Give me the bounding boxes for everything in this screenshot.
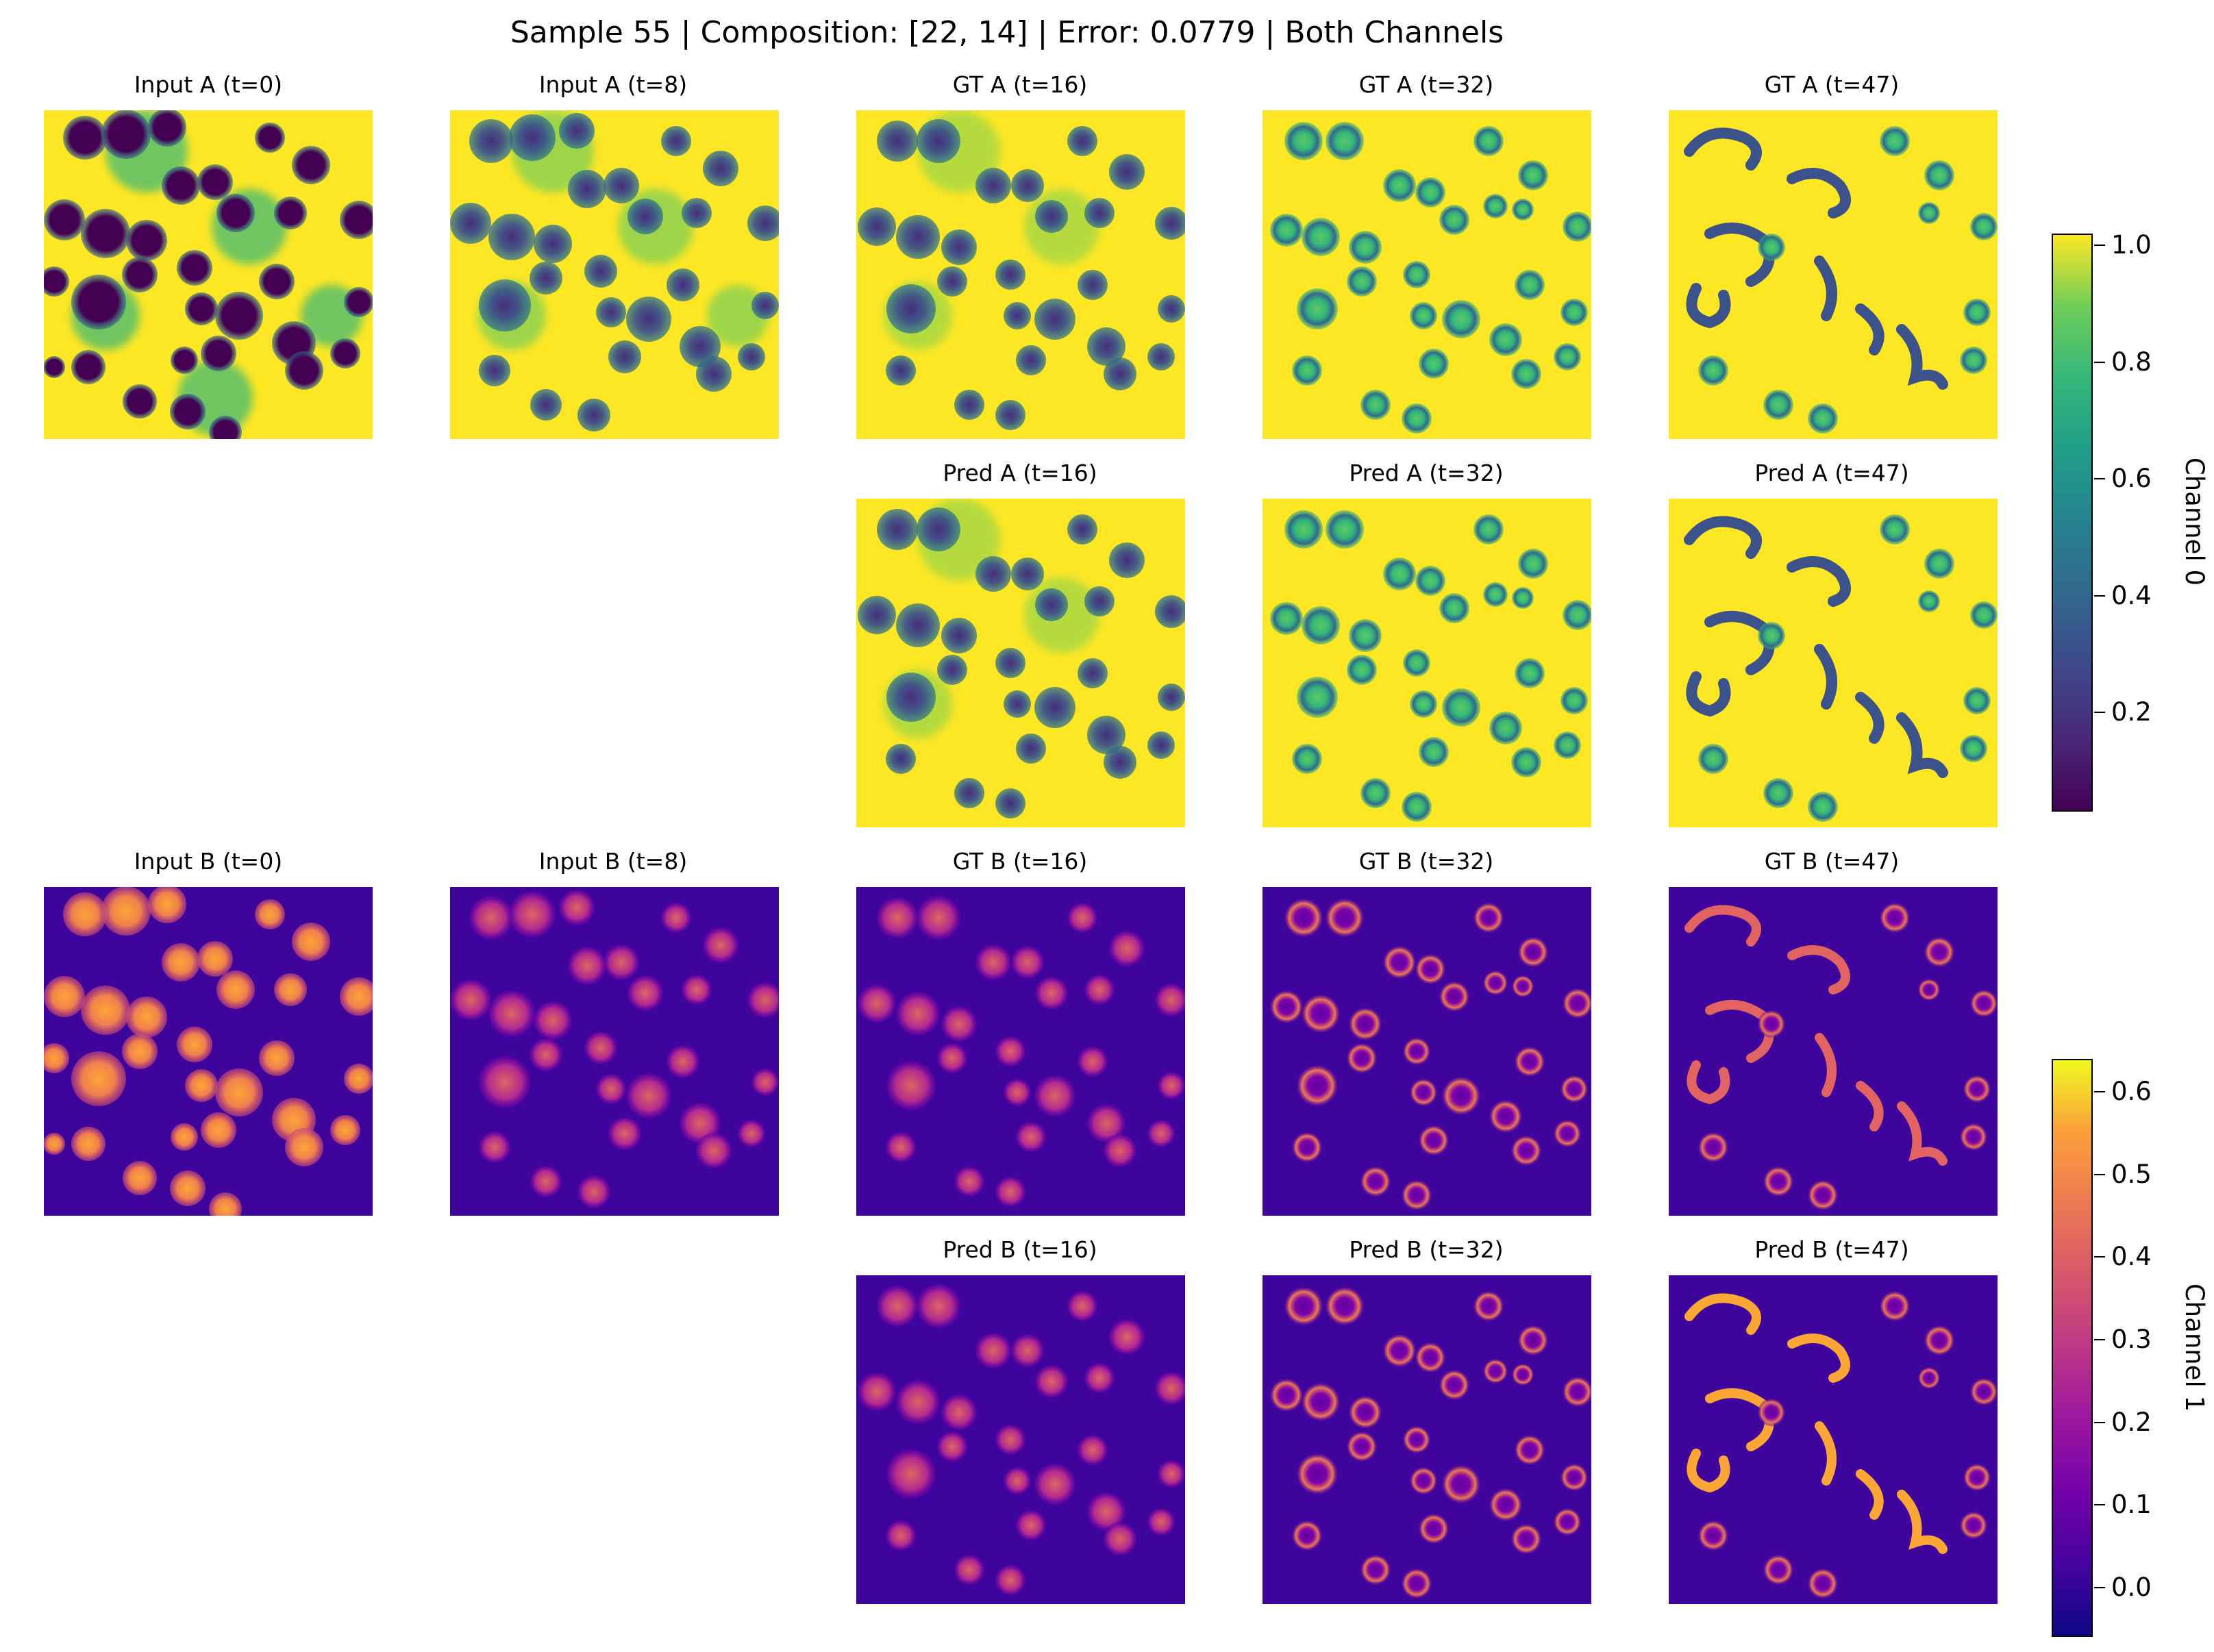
field-gt-a-t32	[1263, 110, 1591, 439]
panel-title-pred-b-t16: Pred B (t=16)	[943, 1236, 1097, 1263]
colorbar-channel-1-tick-label: 0.5	[2111, 1159, 2152, 1189]
panel-title-pred-b-t47: Pred B (t=47)	[1754, 1236, 1909, 1263]
colorbar-channel-0-tick-label: 0.2	[2111, 697, 2152, 727]
field-pred-b-t32	[1263, 1275, 1591, 1604]
colorbar-channel-0-tick-mark	[2094, 595, 2105, 597]
panel-title-gt-b-t16: GT B (t=16)	[952, 848, 1088, 875]
field-input-a-t8	[450, 110, 779, 439]
colorbar-channel-0-tick-mark	[2094, 245, 2105, 247]
colorbar-channel-1-tick-label: 0.6	[2111, 1077, 2152, 1107]
field-gt-b-t47	[1669, 887, 1998, 1216]
colorbar-channel-0-tick-mark	[2094, 712, 2105, 714]
panel-title-gt-b-t47: GT B (t=47)	[1764, 848, 1900, 875]
colorbar-channel-0-tick-mark	[2094, 361, 2105, 363]
field-gt-b-t16	[856, 887, 1185, 1216]
panel-title-input-a-t8: Input A (t=8)	[538, 71, 688, 98]
colorbar-channel-0-tick-label: 0.8	[2111, 347, 2152, 377]
colorbar-channel-1-tick-mark	[2094, 1173, 2105, 1175]
panel-title-pred-a-t16: Pred A (t=16)	[943, 460, 1097, 486]
field-pred-a-t47	[1669, 499, 1998, 827]
colorbar-channel-1-tick-mark	[2094, 1256, 2105, 1258]
colorbar-channel-1-tick-mark	[2094, 1338, 2105, 1340]
panel-title-pred-a-t32: Pred A (t=32)	[1349, 460, 1504, 486]
colorbar-channel-1-tick-label: 0.3	[2111, 1324, 2152, 1354]
panel-title-input-a-t0: Input A (t=0)	[134, 71, 283, 98]
field-input-a-t0	[44, 110, 373, 439]
colorbar-channel-0-tick-label: 0.4	[2111, 580, 2152, 610]
colorbar-channel-1-tick-mark	[2094, 1586, 2105, 1588]
colorbar-channel-1-tick-label: 0.2	[2111, 1407, 2152, 1437]
colorbar-channel-0	[2052, 234, 2093, 812]
colorbar-channel-1-tick-mark	[2094, 1504, 2105, 1506]
panel-title-input-b-t0: Input B (t=0)	[134, 848, 283, 875]
panel-title-gt-a-t32: GT A (t=32)	[1358, 71, 1494, 98]
field-input-b-t8	[450, 887, 779, 1216]
field-gt-a-t16	[856, 110, 1185, 439]
panel-title-pred-a-t47: Pred A (t=47)	[1754, 460, 1909, 486]
panel-title-gt-a-t47: GT A (t=47)	[1764, 71, 1900, 98]
field-pred-b-t47	[1669, 1275, 1998, 1604]
colorbar-channel-1-tick-mark	[2094, 1421, 2105, 1423]
colorbar-channel-1-tick-label: 0.1	[2111, 1490, 2152, 1520]
field-pred-b-t16	[856, 1275, 1185, 1604]
field-pred-a-t32	[1263, 499, 1591, 827]
panel-title-pred-b-t32: Pred B (t=32)	[1349, 1236, 1504, 1263]
colorbar-channel-0-tick-label: 1.0	[2111, 230, 2152, 260]
colorbar-channel-0-tick-label: 0.6	[2111, 464, 2152, 494]
colorbar-channel-1-tick-label: 0.4	[2111, 1242, 2152, 1272]
colorbar-channel-0-label: Channel 0	[2180, 457, 2210, 586]
colorbar-channel-0-tick-mark	[2094, 478, 2105, 480]
figure-title: Sample 55 | Composition: [22, 14] | Erro…	[510, 15, 1504, 50]
field-gt-b-t32	[1263, 887, 1591, 1216]
panel-title-gt-b-t32: GT B (t=32)	[1358, 848, 1494, 875]
colorbar-channel-1	[2052, 1059, 2093, 1637]
field-gt-a-t47	[1669, 110, 1998, 439]
colorbar-channel-1-label: Channel 1	[2180, 1283, 2210, 1412]
panel-title-gt-a-t16: GT A (t=16)	[952, 71, 1088, 98]
panel-title-input-b-t8: Input B (t=8)	[538, 848, 688, 875]
field-pred-a-t16	[856, 499, 1185, 827]
colorbar-channel-1-tick-mark	[2094, 1091, 2105, 1093]
field-input-b-t0	[44, 887, 373, 1216]
colorbar-channel-1-tick-label: 0.0	[2111, 1572, 2152, 1602]
